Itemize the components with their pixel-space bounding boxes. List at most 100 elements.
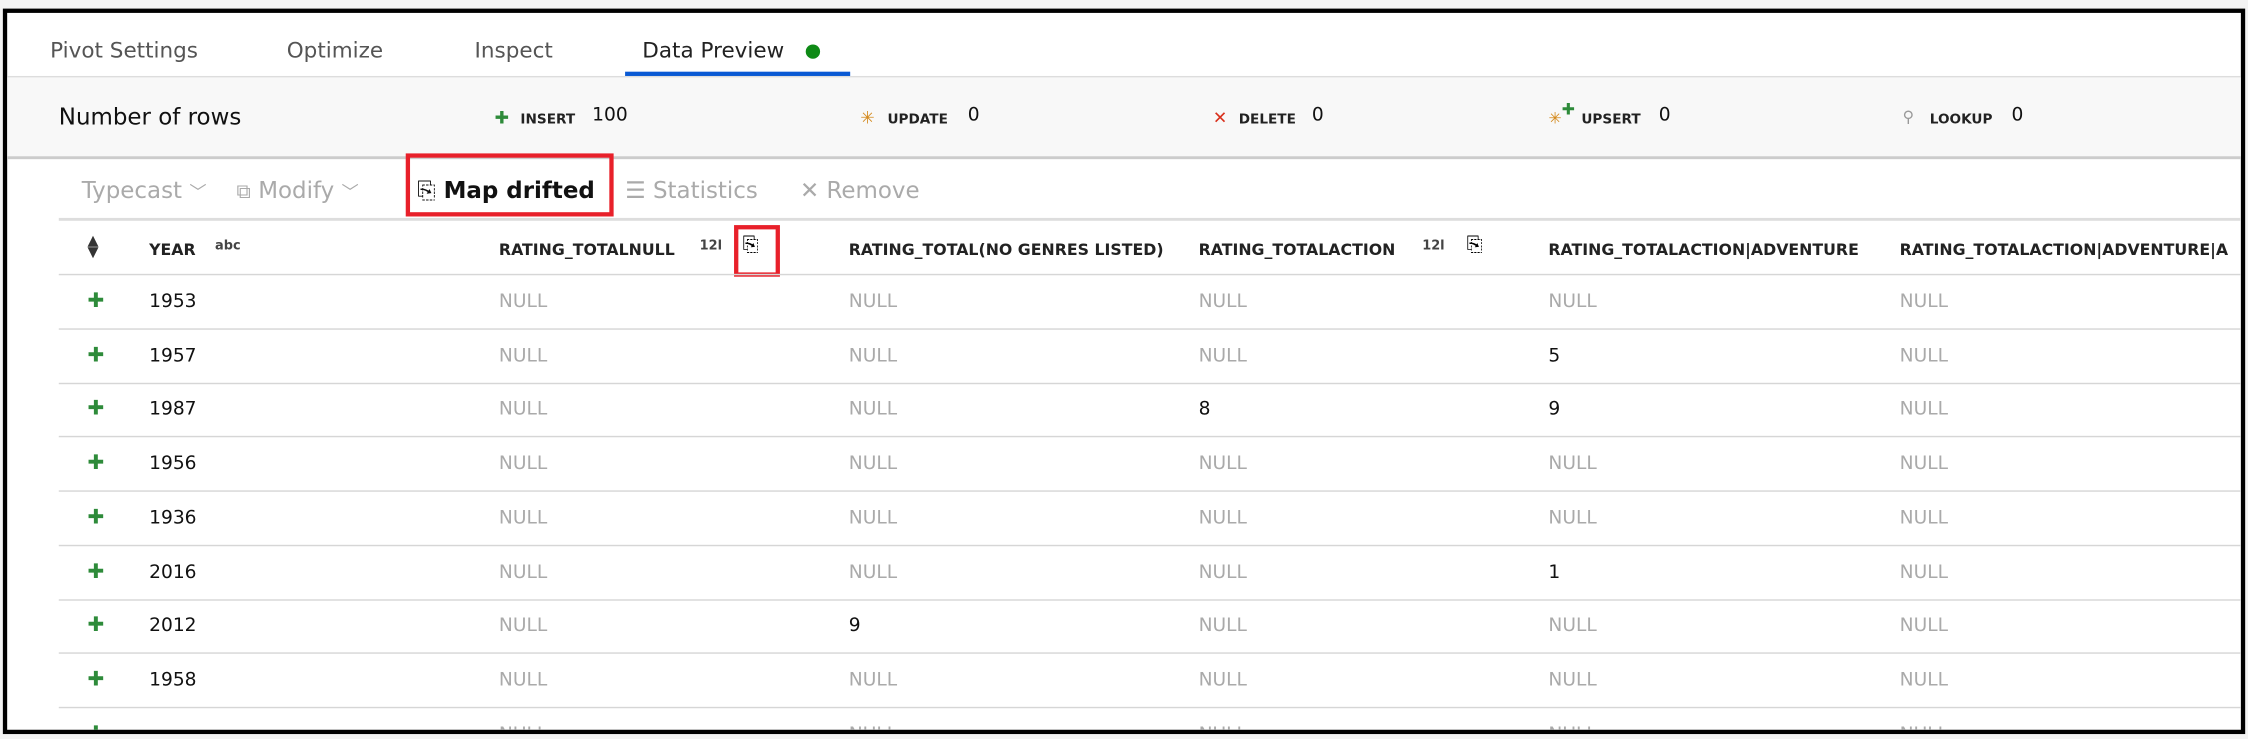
table-row[interactable]: ✚ 1956 NULL NULL NULL NULL NULL [7,437,2241,492]
insert-row-icon: ✚ [87,397,105,421]
cell-value: 1 [1548,561,1561,583]
highlight-box [405,153,614,217]
table-row[interactable]: ✚ NULL NULL NULL NULL NULL [7,708,2241,730]
table-row[interactable]: ✚ 2012 NULL 9 NULL NULL NULL [7,600,2241,655]
cell-value: NULL [848,669,898,691]
cell-value: NULL [1548,615,1597,637]
cell-value: NULL [1198,669,1247,691]
insert-row-icon: ✚ [87,613,105,637]
row-divider [58,436,2241,438]
insert-row-icon: ✚ [87,667,105,691]
cell-value: 5 [1548,345,1561,367]
cell-value: 9 [848,615,861,637]
upsert-icon: ✳✚ [1548,100,1575,128]
modify-button[interactable]: ⧉ Modify ﹀ [237,176,359,203]
cell-value: 9 [1548,399,1561,421]
cell-year: 1987 [149,399,197,421]
table-row[interactable]: ✚ 1987 NULL NULL 8 9 NULL [7,383,2241,438]
table-row[interactable]: ✚ 1953 NULL NULL NULL NULL NULL [7,275,2241,330]
active-tab-indicator [625,71,851,76]
statistics-icon: ☰ [625,176,646,204]
sort-icon[interactable]: ▲ ▼ [87,233,99,261]
insert-icon: ✚ [494,107,510,128]
tab-inspect[interactable]: Inspect [474,37,553,64]
table-row[interactable]: ✚ 1936 NULL NULL NULL NULL NULL [7,491,2241,546]
column-header-year[interactable]: YEAR [149,240,196,260]
insert-count: 100 [592,104,628,127]
map-drifted-icon[interactable]: ⎘ [742,233,759,257]
cell-value: NULL [1899,291,1949,313]
delete-count: 0 [1311,104,1324,127]
cell-year: 1936 [149,507,197,529]
row-count-summary: Number of rows ✚ INSERT 100 ✳ UPDATE 0 ✕… [7,77,2241,160]
cell-value: NULL [848,399,898,421]
tab-pivot-settings[interactable]: Pivot Settings [50,37,199,64]
tab-data-preview[interactable]: Data Preview [642,37,785,64]
update-icon: ✳ [860,107,875,128]
remove-label: Remove [826,176,920,204]
column-header-rating-totalaction[interactable]: RATING_TOTALACTION [1198,240,1396,260]
cell-value: NULL [1899,615,1949,637]
cell-year: 2016 [149,561,197,583]
cell-value: NULL [1548,669,1597,691]
summary-title: Number of rows [58,103,242,131]
cell-value: NULL [498,507,548,529]
divider [58,217,2241,221]
cell-value: NULL [498,561,548,583]
cell-value: NULL [1548,507,1597,529]
map-drifted-icon: ⎘ [417,176,436,204]
lookup-count: 0 [2011,104,2024,127]
cell-value: NULL [848,507,898,529]
update-count: 0 [967,104,980,127]
insert-row-icon: ✚ [87,289,105,313]
row-divider [58,490,2241,492]
cell-value: NULL [498,345,548,367]
cell-value: NULL [1899,507,1949,529]
tab-optimize[interactable]: Optimize [286,37,384,64]
cell-value: NULL [1899,669,1949,691]
cell-value: NULL [1198,453,1247,475]
row-divider [58,328,2241,330]
divider [58,273,2241,276]
cell-value: NULL [499,723,547,729]
delete-label: DELETE [1238,111,1296,128]
column-header-rating-total-no-genres[interactable]: RATING_TOTAL(NO GENRES LISTED) [848,240,1164,260]
table-row[interactable]: ✚ 2016 NULL NULL NULL 1 NULL [7,546,2241,601]
row-divider [58,598,2241,601]
cell-value: NULL [1899,453,1949,475]
insert-row-icon: ✚ [87,505,105,529]
cell-value: NULL [498,669,548,691]
typecast-button[interactable]: Typecast ﹀ [82,176,207,203]
statistics-button[interactable]: ☰ Statistics [625,176,758,203]
cell-value: NULL [1900,723,1948,729]
insert-row-icon: ✚ [87,343,105,367]
delete-icon: ✕ [1212,107,1228,128]
table-row[interactable]: ✚ 1957 NULL NULL NULL 5 NULL [7,329,2241,384]
cell-value: NULL [1198,561,1247,583]
remove-button[interactable]: ✕ Remove [800,176,920,203]
modify-label: Modify [258,176,335,204]
cell-value: 8 [1198,399,1211,421]
insert-row-icon: ✚ [87,559,105,583]
map-drifted-icon[interactable]: ⎘ [1466,233,1483,257]
map-drifted-button[interactable]: ⎘ Map drifted [417,176,595,205]
cell-value: NULL [1198,507,1247,529]
cell-value: NULL [1899,561,1949,583]
cell-year: 1956 [149,453,197,475]
remove-icon: ✕ [800,176,820,204]
type-badge-string: abc [215,239,241,254]
update-label: UPDATE [887,111,948,128]
cell-value: NULL [848,345,898,367]
insert-row-icon: ✚ [87,451,105,475]
typecast-label: Typecast [81,176,183,204]
cell-value: NULL [498,615,548,637]
table-row[interactable]: ✚ 1958 NULL NULL NULL NULL NULL [7,654,2241,709]
data-preview-panel: Pivot Settings Optimize Inspect Data Pre… [2,8,2246,735]
column-header-rating-totalaction-adventure-more[interactable]: RATING_TOTALACTION|ADVENTURE|A [1899,240,2229,260]
status-dot-icon [805,44,821,59]
cell-value: NULL [498,291,548,313]
column-header-rating-totalaction-adventure[interactable]: RATING_TOTALACTION|ADVENTURE [1548,240,1859,260]
cell-value: NULL [1548,723,1596,729]
chevron-down-icon: ﹀ [341,182,359,203]
column-header-rating-totalnull[interactable]: RATING_TOTALNULL [498,240,675,260]
